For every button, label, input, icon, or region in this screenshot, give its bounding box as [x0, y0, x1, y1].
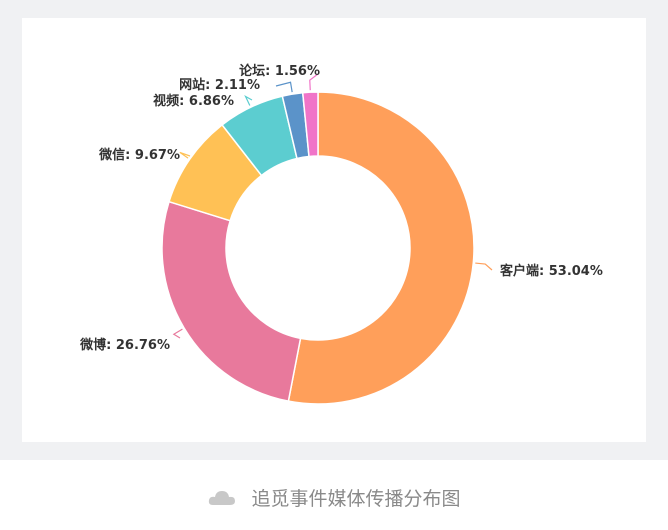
slice-label-5: 网站: 2.11%	[179, 77, 260, 93]
slice-label-4: 视频: 6.86%	[153, 93, 234, 109]
donut-chart: 客户端: 53.04% 微博: 26.76% 微信: 9.67% 视频: 6.86%网…	[79, 63, 603, 405]
leader-line-3	[179, 151, 191, 159]
figure-caption: 追觅事件媒体传播分布图	[0, 484, 668, 511]
caption-text: 追觅事件媒体传播分布图	[251, 488, 461, 510]
cloud-icon	[207, 488, 237, 508]
slice-1	[287, 91, 475, 405]
slice-label-1: 客户端: 53.04%	[500, 263, 603, 279]
slice-label-2: 微博: 26.76%	[79, 337, 170, 353]
slice-6	[301, 91, 319, 158]
slice-2	[161, 200, 302, 403]
leader-line-4	[244, 95, 253, 106]
leader-line-2	[172, 328, 183, 339]
leader-line-5	[275, 81, 293, 93]
slice-label-3: 微信: 9.67%	[98, 147, 180, 163]
chart-card: 客户端: 53.04% 微博: 26.76% 微信: 9.67% 视频: 6.86% 网…	[22, 18, 646, 442]
chart-frame: 客户端: 53.04% 微博: 26.76% 微信: 9.67% 视频: 6.86% 网…	[0, 0, 668, 460]
slice-label-6: 论坛: 1.56%	[239, 63, 320, 79]
leader-line-1	[475, 262, 493, 271]
leader-line-6	[309, 73, 319, 91]
